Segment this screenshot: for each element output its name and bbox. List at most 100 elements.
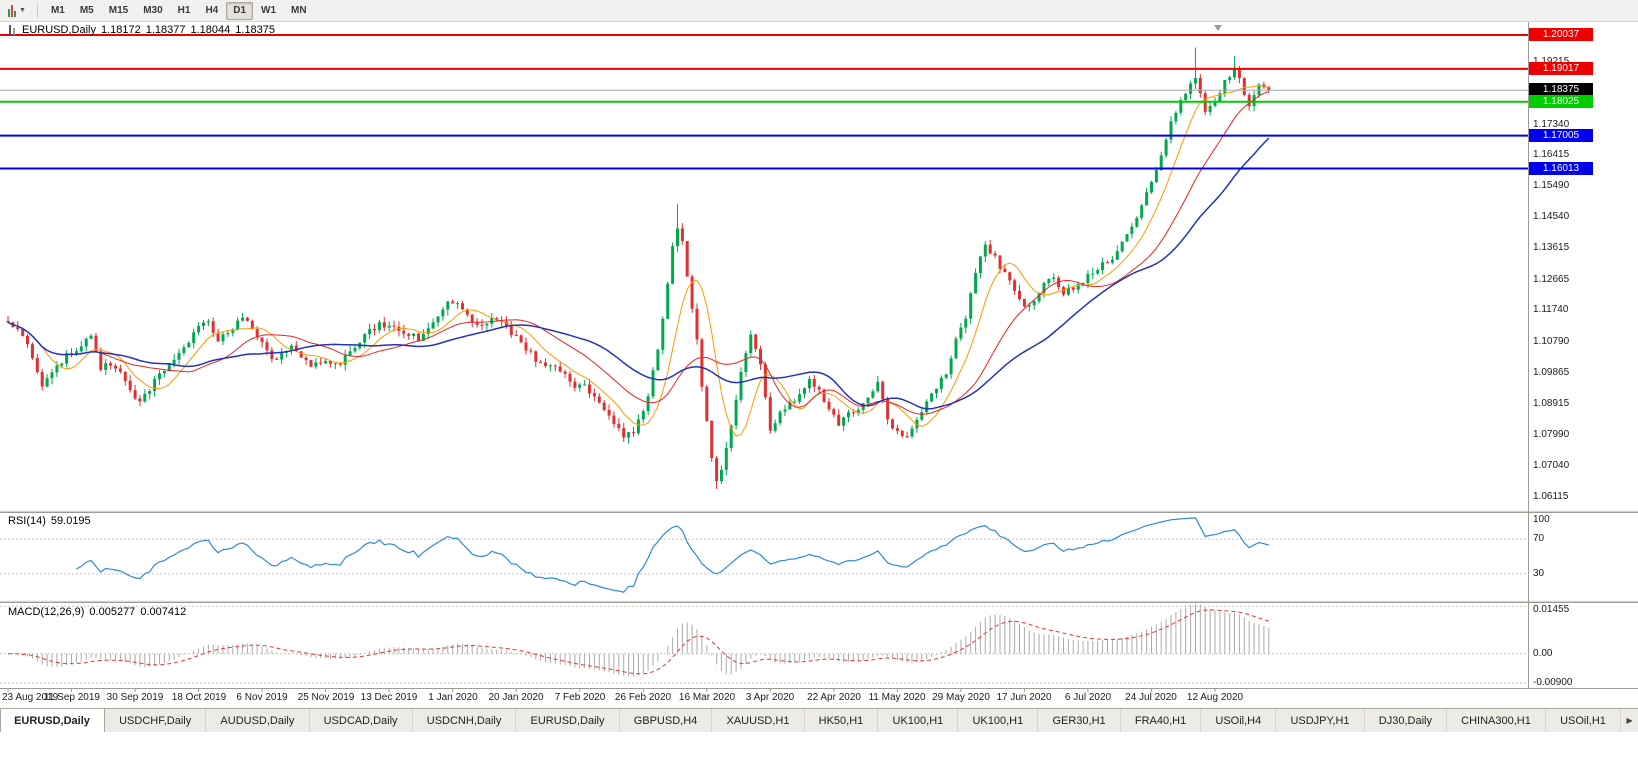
- date-axis-label: 16 Mar 2020: [678, 692, 736, 703]
- price-level-lines[interactable]: [0, 34, 1528, 170]
- price-axis-label: 1.08915: [1533, 398, 1570, 409]
- chart-type-button[interactable]: ▼: [3, 1, 31, 21]
- date-axis-label: 29 May 2020: [932, 692, 990, 703]
- chart-tab-uk100-h1[interactable]: UK100,H1: [958, 709, 1039, 732]
- chart-tab-ger30-h1[interactable]: GER30,H1: [1038, 709, 1121, 732]
- ma-medium-line: [7, 91, 1269, 415]
- rsi-line: [76, 517, 1269, 593]
- price-axis-label: 1.12665: [1533, 274, 1570, 285]
- toolbar-separator: [36, 3, 38, 18]
- macd-axis-label: 0.00: [1533, 648, 1553, 659]
- price-axis-label: 1.07040: [1533, 460, 1570, 471]
- date-axis-label: 11 May 2020: [868, 692, 926, 703]
- price-axis-label: 1.06115: [1533, 491, 1569, 502]
- rsi-axis-label: 70: [1533, 533, 1545, 544]
- chart-tab-usdcad-daily[interactable]: USDCAD,Daily: [309, 709, 413, 732]
- chart-tab-usdchf-daily[interactable]: USDCHF,Daily: [105, 709, 207, 732]
- price-axis-label: 1.16415: [1533, 149, 1570, 160]
- chart-tab-eurusd-daily[interactable]: EURUSD,Daily: [516, 709, 620, 732]
- rsi-indicator-label: RSI(14) 59.0195: [8, 515, 91, 527]
- date-axis-label: 11 Sep 2019: [44, 692, 100, 703]
- price-badge: 1.18025: [1529, 95, 1593, 108]
- ma-slow-line: [7, 137, 1270, 410]
- toolbar: ▼ M1 M5 M15 M30 H1 H4 D1 W1 MN: [0, 0, 1638, 22]
- timeframe-button-mn[interactable]: MN: [291, 4, 307, 16]
- price-chart-canvas[interactable]: [0, 22, 1638, 708]
- timeframe-button-m1[interactable]: M1: [50, 4, 65, 16]
- rsi-name: RSI(14): [8, 515, 46, 527]
- ohlc-high: 1.18377: [145, 24, 186, 36]
- chart-tab-uk100-h1[interactable]: UK100,H1: [878, 709, 959, 732]
- rsi-axis-label: 30: [1533, 568, 1545, 579]
- chart-tabs-bar: EURUSD,Daily USDCHF,Daily AUDUSD,Daily USDC…: [0, 708, 1638, 732]
- price-axis-label: 1.11740: [1533, 304, 1569, 315]
- macd-histogram: [12, 603, 1270, 677]
- price-axis-label: 1.10790: [1533, 336, 1570, 347]
- chart-tab-dj30-daily[interactable]: DJ30,Daily: [1364, 709, 1448, 732]
- macd-value-signal: 0.007412: [140, 606, 187, 618]
- ma-fast-line: [7, 84, 1269, 437]
- price-axis-label: 1.14540: [1533, 211, 1570, 222]
- date-axis-label: 6 Nov 2019: [236, 692, 288, 703]
- macd-name: MACD(12,26,9): [8, 606, 85, 618]
- macd-axis-label: -0.00900: [1533, 677, 1573, 688]
- date-axis-label: 18 Oct 2019: [171, 692, 227, 703]
- rsi-value: 59.0195: [50, 515, 91, 527]
- price-badge: 1.16013: [1529, 162, 1593, 175]
- date-axis-label: 20 Jan 2020: [488, 692, 544, 703]
- pane-splitter[interactable]: [0, 600, 1638, 603]
- timeframe-buttons: M1 M5 M15 M30 H1 H4 D1 W1 MN: [44, 1, 314, 20]
- ohlc-low: 1.18044: [190, 24, 231, 36]
- candlestick-chart-icon: [8, 4, 16, 17]
- chevron-down-icon: ▼: [19, 7, 26, 14]
- chart-tab-china300-h1[interactable]: CHINA300,H1: [1447, 709, 1546, 732]
- price-axis-label: 1.07990: [1533, 429, 1570, 440]
- price-axis-label: 1.17340: [1533, 119, 1570, 130]
- date-axis-label: 24 Jul 2020: [1125, 692, 1177, 703]
- chart-symbol: EURUSD,Daily: [22, 24, 96, 36]
- date-axis-label: 7 Feb 2020: [554, 692, 606, 703]
- candles-layer: [6, 47, 1271, 489]
- timeframe-button-d1[interactable]: D1: [226, 1, 254, 20]
- chart-tab-usoil-h4[interactable]: USOil,H4: [1201, 709, 1277, 732]
- pane-splitter[interactable]: [0, 510, 1638, 513]
- date-axis-label: 3 Apr 2020: [745, 692, 795, 703]
- timeframe-button-m30[interactable]: M30: [143, 4, 163, 16]
- price-axis-label: 1.13615: [1533, 242, 1570, 253]
- price-badge: 1.17005: [1529, 129, 1593, 142]
- ohlc-open: 1.18172: [100, 24, 141, 36]
- date-axis-label: 23 Aug 2019: [2, 692, 59, 703]
- chart-tab-fra40-h1[interactable]: FRA40,H1: [1120, 709, 1202, 732]
- date-axis-label: 17 Jun 2020: [996, 692, 1052, 703]
- chart-tab-usdjpy-h1[interactable]: USDJPY,H1: [1276, 709, 1365, 732]
- timeframe-button-w1[interactable]: W1: [261, 4, 277, 16]
- chart-icon: [8, 25, 17, 35]
- price-badge: 1.18375: [1529, 83, 1593, 96]
- date-axis-label: 30 Sep 2019: [106, 692, 164, 703]
- timeframe-button-h4[interactable]: H4: [205, 4, 219, 16]
- macd-axis-label: 0.01455: [1533, 604, 1570, 615]
- timeframe-button-m15[interactable]: M15: [108, 4, 129, 16]
- chart-tab-gbpusd-h4[interactable]: GBPUSD,H4: [619, 709, 713, 732]
- price-badge: 1.20037: [1529, 28, 1593, 41]
- price-axis-label: 1.19215: [1533, 56, 1569, 68]
- chart-tab-xauusd-h1[interactable]: XAUUSD,H1: [712, 709, 805, 732]
- chart-tab-audusd-daily[interactable]: AUDUSD,Daily: [206, 709, 310, 732]
- chart-tab-usdcnh-daily[interactable]: USDCNH,Daily: [412, 709, 517, 732]
- chart-tab-usoil-h1[interactable]: USOil,H1: [1545, 709, 1622, 732]
- price-badge: 1.19017: [1529, 62, 1593, 75]
- date-axis-label: 1 Jan 2020: [428, 692, 478, 703]
- macd-signal-line: [8, 609, 1269, 675]
- chart-tab-eurusd-daily[interactable]: EURUSD,Daily: [0, 709, 105, 732]
- chart-region: EURUSD,Daily 1.18172 1.18377 1.18044 1.1…: [0, 22, 1638, 708]
- timeframe-button-m5[interactable]: M5: [79, 4, 94, 16]
- macd-pane[interactable]: [0, 603, 1528, 684]
- date-axis-label: 13 Dec 2019: [360, 692, 418, 703]
- date-axis-label: 12 Aug 2020: [1186, 692, 1244, 703]
- chart-tab-hk50-h1[interactable]: HK50,H1: [804, 709, 879, 732]
- rsi-pane[interactable]: [0, 517, 1528, 593]
- chart-title: EURUSD,Daily 1.18172 1.18377 1.18044 1.1…: [8, 24, 275, 36]
- timeframe-button-h1[interactable]: H1: [177, 4, 191, 16]
- tabs-scroll-right-button[interactable]: ▶: [1621, 709, 1638, 732]
- ohlc-close: 1.18375: [235, 24, 276, 36]
